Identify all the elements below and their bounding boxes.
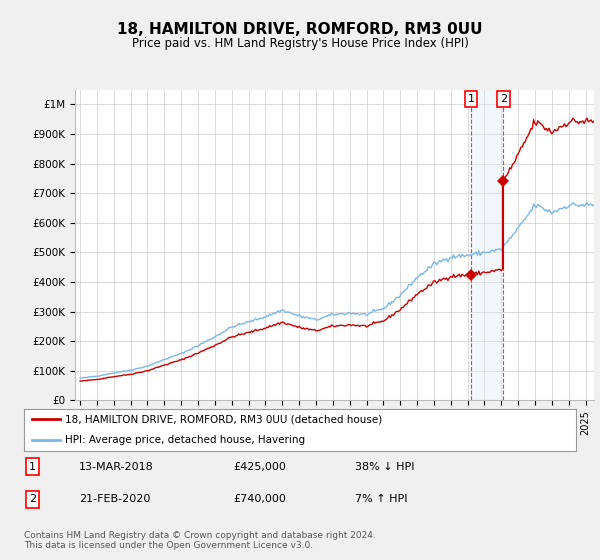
Text: 7% ↑ HPI: 7% ↑ HPI <box>355 494 408 505</box>
Text: 18, HAMILTON DRIVE, ROMFORD, RM3 0UU (detached house): 18, HAMILTON DRIVE, ROMFORD, RM3 0UU (de… <box>65 414 383 424</box>
Text: 13-MAR-2018: 13-MAR-2018 <box>79 461 154 472</box>
Text: 38% ↓ HPI: 38% ↓ HPI <box>355 461 415 472</box>
Text: Price paid vs. HM Land Registry's House Price Index (HPI): Price paid vs. HM Land Registry's House … <box>131 37 469 50</box>
Text: £740,000: £740,000 <box>234 494 287 505</box>
Bar <box>471 90 503 400</box>
Text: HPI: Average price, detached house, Havering: HPI: Average price, detached house, Have… <box>65 435 305 445</box>
Text: £425,000: £425,000 <box>234 461 287 472</box>
Text: 1: 1 <box>29 461 36 472</box>
Text: 21-FEB-2020: 21-FEB-2020 <box>79 494 151 505</box>
Text: 2: 2 <box>500 94 507 104</box>
Text: 2: 2 <box>29 494 36 505</box>
Text: Contains HM Land Registry data © Crown copyright and database right 2024.
This d: Contains HM Land Registry data © Crown c… <box>24 530 376 550</box>
Text: 18, HAMILTON DRIVE, ROMFORD, RM3 0UU: 18, HAMILTON DRIVE, ROMFORD, RM3 0UU <box>117 22 483 38</box>
Text: 1: 1 <box>467 94 475 104</box>
